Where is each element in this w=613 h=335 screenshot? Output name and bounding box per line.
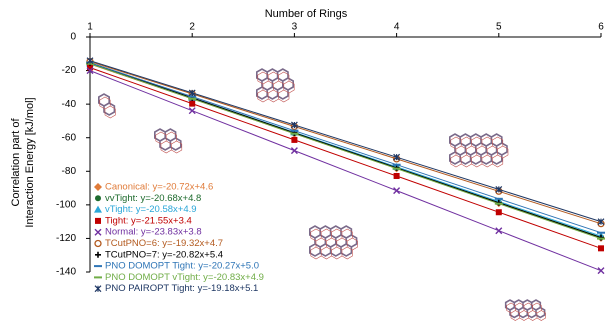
y-tick-label: -20 xyxy=(62,65,77,76)
x-tick-label: 3 xyxy=(292,22,298,33)
y-tick-label: -120 xyxy=(56,233,76,244)
legend-swatch xyxy=(95,241,101,247)
legend-swatch xyxy=(95,286,101,292)
marker xyxy=(394,188,400,194)
y-tick-label: -140 xyxy=(56,267,76,278)
legend-swatch xyxy=(94,206,102,213)
legend-label: Tight: y=-21.55x+3.4 xyxy=(105,215,192,226)
y-tick-label: 0 xyxy=(70,32,76,43)
y-tick-label: -40 xyxy=(62,99,77,110)
y-tick-label: -100 xyxy=(56,199,76,210)
marker xyxy=(598,245,604,251)
legend-marker xyxy=(95,195,101,201)
legend-marker xyxy=(95,229,101,235)
y-axis-label: Interaction Energy [kJ/mol] xyxy=(24,97,36,227)
legend-marker xyxy=(95,252,101,258)
x-tick-label: 1 xyxy=(87,22,93,33)
legend-label: TCutPNO=6: y=-19.32x+4.7 xyxy=(105,238,223,249)
molecule xyxy=(257,69,293,99)
x-tick-label: 4 xyxy=(394,22,400,33)
y-axis-label: Correlation part of xyxy=(10,118,22,207)
marker xyxy=(87,58,93,64)
marker xyxy=(189,101,195,107)
chart: Number of Rings 0 -20 -40 -60 -80 -100 -120 -14… xyxy=(0,0,613,335)
legend-swatch xyxy=(95,229,101,235)
legend-marker xyxy=(94,206,102,213)
legend-marker xyxy=(95,241,101,247)
molecule xyxy=(99,94,115,115)
legend-label: PNO PAIROPT Tight: y=-19.18x+5.1 xyxy=(105,283,258,294)
marker xyxy=(189,108,195,114)
x-tick-label: 5 xyxy=(496,22,502,33)
legend-marker xyxy=(95,218,101,224)
marker xyxy=(496,209,502,215)
legend-marker xyxy=(95,286,101,292)
legend-marker xyxy=(94,183,102,191)
legend-swatch xyxy=(94,183,102,191)
y-tick-label: -80 xyxy=(62,166,77,177)
marker xyxy=(291,137,297,143)
legend-swatch xyxy=(95,195,101,201)
legend-swatch xyxy=(95,252,101,258)
molecule xyxy=(506,300,545,318)
legend-label: TCutPNO=7: y=-20.82x+5.4 xyxy=(105,249,223,260)
legend-swatch xyxy=(95,218,101,224)
legend-label: vvTight: y=-20.68x+4.8 xyxy=(105,193,201,204)
marker xyxy=(291,148,297,154)
legend-label: PNO DOMOPT vTight: y=-20.83x+4.9 xyxy=(105,272,264,283)
marker xyxy=(496,228,502,234)
chart-title: Number of Rings xyxy=(265,8,348,20)
marker xyxy=(394,173,400,179)
legend-label: Normal: y=-23.83x+3.8 xyxy=(105,227,202,238)
legend-label: vTight: y=-20.58x+4.9 xyxy=(105,204,197,215)
x-tick-label: 2 xyxy=(189,22,195,33)
legend-label: PNO DOMOPT Tight: y=-20.27x+5.0 xyxy=(105,261,259,272)
x-tick-label: 6 xyxy=(598,22,604,33)
y-tick-label: -60 xyxy=(62,132,77,143)
marker xyxy=(598,268,604,274)
legend-label: Canonical: y=-20.72x+4.6 xyxy=(105,182,213,193)
